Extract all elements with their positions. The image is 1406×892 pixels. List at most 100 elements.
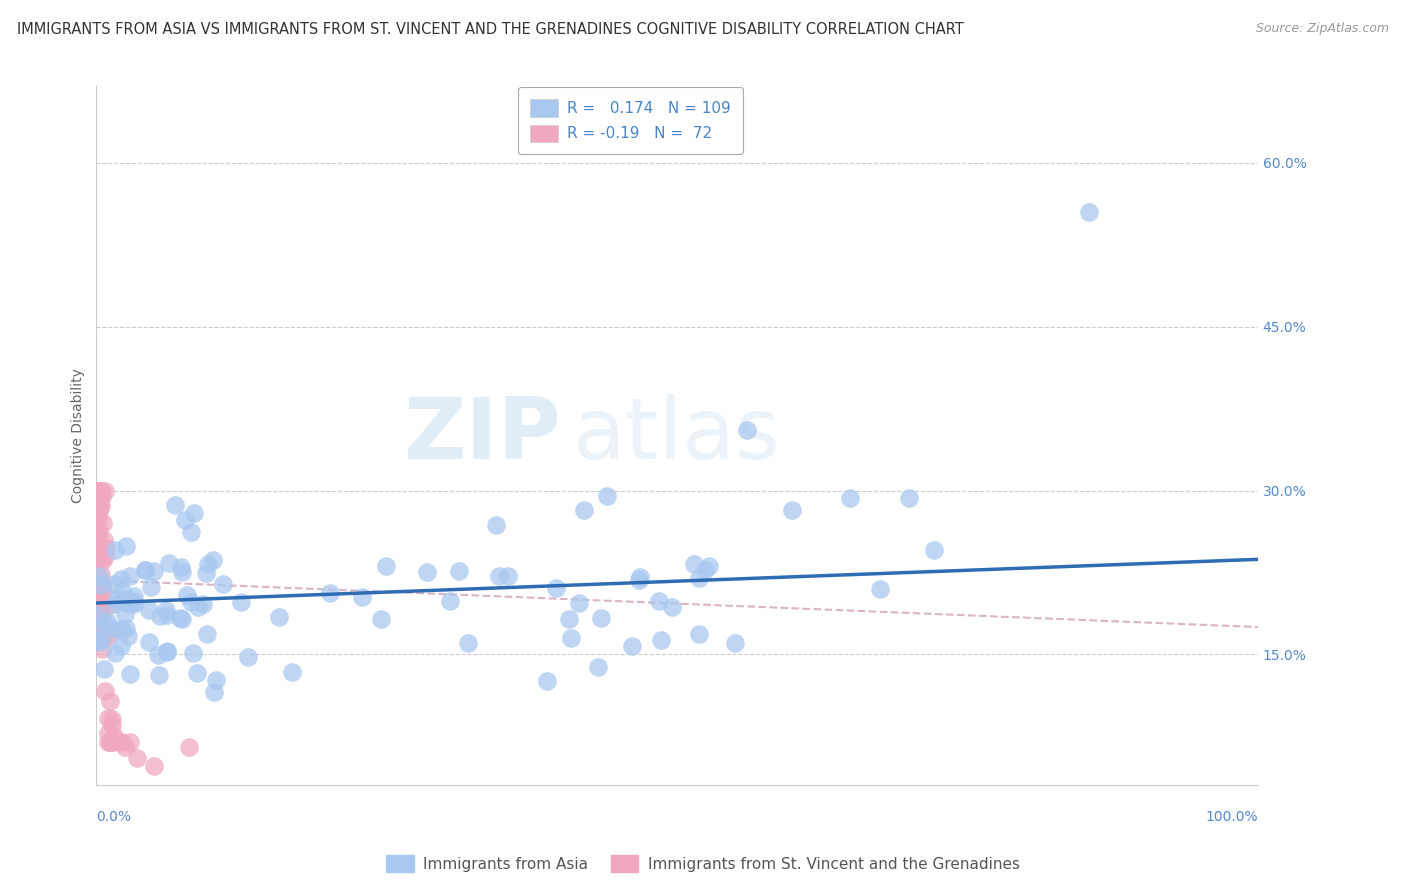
Point	[86, 541, 108, 555]
Point	[201, 553, 224, 567]
Text: Source: ZipAtlas.com: Source: ZipAtlas.com	[1256, 22, 1389, 36]
Point	[148, 609, 170, 624]
Point	[89, 500, 111, 515]
Point	[93, 684, 115, 698]
Point	[922, 543, 945, 558]
Point	[869, 582, 891, 597]
Point	[187, 599, 209, 614]
Point	[111, 735, 134, 749]
Point	[117, 596, 139, 610]
Point	[110, 572, 132, 586]
Point	[179, 740, 201, 755]
Point	[89, 491, 111, 506]
Point	[101, 718, 124, 732]
Point	[94, 541, 117, 555]
Point	[485, 517, 508, 532]
Point	[117, 596, 139, 610]
Point	[87, 634, 110, 648]
Point	[93, 549, 115, 563]
Point	[89, 632, 111, 646]
Point	[86, 589, 108, 603]
Point	[103, 729, 125, 743]
Point	[96, 617, 118, 632]
Point	[117, 629, 139, 643]
Point	[186, 665, 208, 680]
Point	[457, 636, 479, 650]
Text: ZIP: ZIP	[404, 394, 561, 477]
Point	[117, 591, 139, 605]
Point	[86, 583, 108, 598]
Text: 0.0%: 0.0%	[97, 810, 131, 824]
Point	[91, 607, 114, 621]
Point	[498, 568, 520, 582]
Point	[97, 711, 120, 725]
Point	[205, 673, 228, 687]
Point	[89, 505, 111, 519]
Point	[236, 650, 259, 665]
Point	[105, 592, 128, 607]
Point	[156, 644, 179, 658]
Point	[174, 513, 197, 527]
Point	[695, 563, 717, 577]
Point	[90, 499, 112, 513]
Point	[156, 608, 179, 623]
Point	[96, 614, 118, 628]
Point	[91, 516, 114, 530]
Point	[89, 604, 111, 618]
Point	[87, 608, 110, 623]
Point	[86, 483, 108, 498]
Point	[86, 533, 108, 547]
Point	[114, 607, 136, 621]
Point	[97, 735, 120, 749]
Point	[169, 610, 191, 624]
Point	[281, 665, 304, 680]
Point	[193, 597, 215, 611]
Point	[568, 596, 591, 610]
Point	[87, 568, 110, 582]
Point	[93, 662, 115, 676]
Point	[90, 483, 112, 498]
Text: atlas: atlas	[572, 394, 780, 477]
Point	[103, 577, 125, 591]
Point	[155, 603, 177, 617]
Point	[90, 592, 112, 607]
Point	[89, 546, 111, 560]
Point	[91, 489, 114, 503]
Point	[269, 610, 291, 624]
Point	[86, 499, 108, 513]
Point	[110, 622, 132, 636]
Point	[1078, 205, 1101, 219]
Point	[93, 533, 115, 547]
Point	[87, 523, 110, 537]
Point	[87, 619, 110, 633]
Point	[724, 635, 747, 649]
Point	[574, 503, 596, 517]
Point	[697, 558, 720, 573]
Point	[87, 483, 110, 498]
Point	[142, 564, 165, 578]
Point	[661, 600, 683, 615]
Point	[621, 639, 644, 653]
Point	[628, 573, 651, 587]
Point	[93, 541, 115, 555]
Point	[143, 758, 166, 772]
Point	[688, 571, 710, 585]
Point	[98, 694, 121, 708]
Point	[180, 525, 202, 540]
Point	[86, 483, 108, 498]
Point	[138, 603, 160, 617]
Point	[560, 631, 582, 645]
Point	[134, 563, 156, 577]
Point	[596, 489, 619, 503]
Point	[589, 611, 612, 625]
Point	[97, 726, 120, 740]
Point	[93, 631, 115, 645]
Point	[101, 712, 124, 726]
Point	[780, 503, 803, 517]
Point	[683, 558, 706, 572]
Point	[197, 558, 219, 572]
Point	[229, 595, 252, 609]
Point	[157, 556, 180, 570]
Point	[898, 491, 921, 505]
Point	[103, 623, 125, 637]
